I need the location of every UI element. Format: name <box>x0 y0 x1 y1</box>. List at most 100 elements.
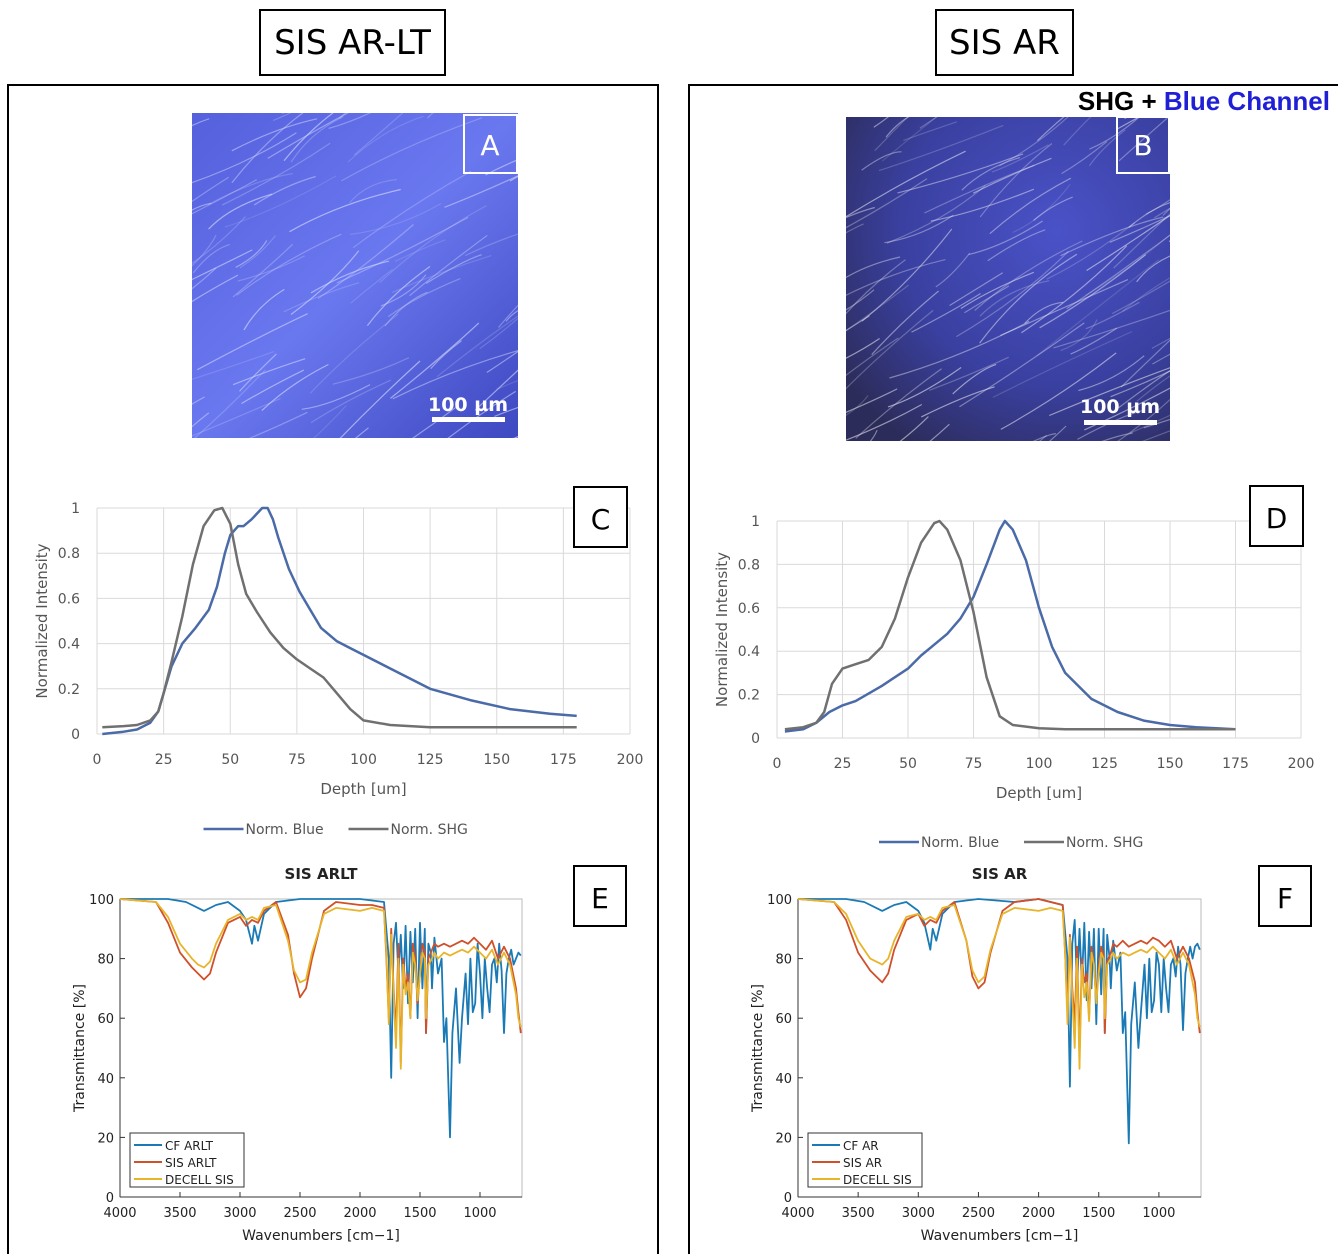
fiber-texture <box>289 188 401 233</box>
x-tick-label: 1500 <box>1082 1206 1115 1221</box>
fiber-texture <box>1089 117 1141 150</box>
y-tick-label: 0.6 <box>738 601 760 617</box>
fiber-texture <box>347 115 424 163</box>
x-tick-label: 0 <box>93 752 102 768</box>
y-tick-label: 0 <box>71 727 80 743</box>
chart-d-depth-profile: 0 25 50 75 100 125 150 175 200 0 0.2 0.4 0.6 0.8 1 Dept… <box>713 485 1315 851</box>
x-tick-label: 1500 <box>403 1206 436 1221</box>
fiber-texture <box>1101 432 1133 441</box>
fiber-texture <box>979 143 1053 218</box>
panel-letter-box <box>1258 865 1312 927</box>
fiber-texture <box>486 350 518 374</box>
fiber-texture <box>1063 117 1092 146</box>
fiber-texture <box>1039 254 1147 329</box>
fiber-texture <box>968 220 1043 256</box>
fiber-texture <box>1046 222 1135 280</box>
fiber-texture <box>283 113 334 162</box>
fiber-texture <box>192 202 212 211</box>
fiber-texture <box>846 337 899 377</box>
fiber-texture <box>886 185 986 244</box>
fiber-texture <box>349 202 442 236</box>
fiber-texture <box>366 266 431 326</box>
y-tick-label: 0.8 <box>58 546 80 562</box>
y-tick-label: 80 <box>775 953 792 968</box>
x-tick-label: 150 <box>1157 756 1184 772</box>
x-tick-label: 3000 <box>902 1206 935 1221</box>
image-a-letter: A <box>480 129 499 162</box>
fiber-texture <box>197 313 308 371</box>
fiber-texture <box>1122 277 1170 312</box>
x-tick-label: 175 <box>1222 756 1249 772</box>
fiber-texture <box>283 282 360 313</box>
fiber-texture <box>1128 202 1170 228</box>
fiber-texture <box>192 216 246 265</box>
y-tick-label: 0 <box>784 1191 792 1206</box>
fiber-texture <box>232 358 306 386</box>
y-axis-label: Normalized Intensity <box>33 543 51 698</box>
fiber-texture <box>846 206 875 219</box>
right-panel <box>688 84 1338 1254</box>
chart-title: SIS AR <box>972 865 1028 883</box>
x-tick-label: 1000 <box>463 1206 496 1221</box>
y-tick-label: 40 <box>775 1072 792 1087</box>
legend-label: SIS ARLT <box>165 1156 217 1170</box>
x-tick-label: 4000 <box>103 1206 136 1221</box>
fiber-texture <box>313 405 347 438</box>
legend-label: Norm. SHG <box>1066 835 1143 851</box>
fiber-texture <box>887 367 962 408</box>
fiber-texture <box>392 350 518 400</box>
series-line-decell-sis <box>797 898 1201 1070</box>
fiber-texture <box>874 117 909 152</box>
fiber-texture <box>192 179 257 215</box>
fiber-texture <box>987 229 1046 262</box>
series-line-norm-blue <box>102 506 577 736</box>
y-tick-label: 0 <box>106 1191 114 1206</box>
fiber-texture <box>192 243 230 274</box>
fiber-texture <box>193 369 266 438</box>
fiber-texture <box>991 144 1049 173</box>
microscopy-image-b-graphic: B 100 µm <box>846 117 1170 441</box>
microscopy-image-a-graphic: A 100 µm <box>192 113 518 438</box>
x-tick-label: 25 <box>155 752 173 768</box>
image-b-scalebar-label: 100 µm <box>1080 396 1160 418</box>
fiber-texture <box>1118 369 1170 409</box>
fiber-texture <box>1110 370 1170 398</box>
fiber-texture <box>1109 215 1170 243</box>
y-tick-label: 0.4 <box>58 637 80 653</box>
fiber-texture <box>232 243 294 298</box>
fiber-texture <box>956 250 1069 338</box>
fiber-texture <box>239 353 277 392</box>
x-tick-label: 200 <box>1288 756 1315 772</box>
image-a-scalebar <box>432 417 505 422</box>
x-tick-label: 125 <box>1091 756 1118 772</box>
y-tick-label: 0.6 <box>58 591 80 607</box>
fiber-texture <box>243 288 285 331</box>
legend-label: Norm. SHG <box>391 822 468 838</box>
panel-letter: D <box>1266 502 1288 535</box>
fiber-texture <box>208 193 273 230</box>
fiber-texture <box>1136 375 1170 402</box>
fiber-texture <box>999 117 1069 167</box>
x-tick-label: 2500 <box>962 1206 995 1221</box>
fiber-texture <box>310 379 392 424</box>
fiber-texture <box>485 159 518 176</box>
fiber-texture <box>328 113 372 129</box>
fiber-texture <box>871 290 939 356</box>
fiber-texture <box>873 117 890 128</box>
fiber-texture <box>846 178 928 229</box>
fiber-texture <box>861 228 953 322</box>
fiber-texture <box>1086 214 1170 272</box>
fiber-texture <box>903 121 957 141</box>
fiber-texture <box>979 253 1078 344</box>
fiber-texture <box>425 254 482 284</box>
panel-letter-box <box>573 865 627 927</box>
fiber-texture <box>253 175 316 206</box>
fiber-texture <box>430 340 462 369</box>
fiber-texture <box>1118 117 1170 162</box>
fiber-texture <box>1154 207 1170 219</box>
fiber-texture <box>309 313 399 394</box>
fiber-texture <box>192 396 205 405</box>
series-line-norm-blue <box>784 519 1236 733</box>
fiber-texture <box>1085 301 1140 330</box>
right-column-title: SIS AR <box>935 9 1074 76</box>
